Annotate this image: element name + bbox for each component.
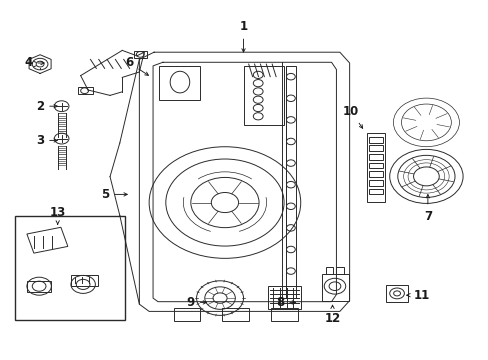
Bar xyxy=(336,267,343,274)
Bar xyxy=(366,133,385,202)
Bar xyxy=(159,66,200,100)
Text: 13: 13 xyxy=(49,206,66,225)
Text: 4: 4 xyxy=(24,57,44,69)
Bar xyxy=(325,267,332,274)
Bar xyxy=(71,275,98,286)
Bar xyxy=(368,180,382,186)
Bar xyxy=(267,286,301,309)
Text: 7: 7 xyxy=(423,195,431,222)
Text: 5: 5 xyxy=(101,188,127,201)
Text: 6: 6 xyxy=(125,57,148,75)
Text: 3: 3 xyxy=(36,134,57,147)
Text: 12: 12 xyxy=(324,305,340,325)
Bar xyxy=(368,189,382,194)
Bar xyxy=(368,154,382,160)
Bar xyxy=(321,274,348,301)
Text: 10: 10 xyxy=(342,105,362,128)
Bar xyxy=(285,66,296,298)
Bar xyxy=(386,285,407,302)
Bar xyxy=(368,171,382,177)
Text: 1: 1 xyxy=(239,21,247,52)
Text: 11: 11 xyxy=(406,289,429,302)
Text: 2: 2 xyxy=(36,100,57,113)
Bar xyxy=(27,281,51,292)
Bar xyxy=(173,308,200,321)
Bar xyxy=(27,227,68,253)
Bar xyxy=(15,216,124,320)
Bar xyxy=(271,308,298,321)
Bar xyxy=(368,163,382,168)
Bar xyxy=(368,137,382,143)
Bar xyxy=(222,308,249,321)
Bar xyxy=(134,51,146,58)
Text: 9: 9 xyxy=(186,296,206,309)
Bar xyxy=(78,87,93,94)
Bar xyxy=(368,145,382,151)
Text: 8: 8 xyxy=(276,296,295,309)
Bar xyxy=(244,66,283,125)
